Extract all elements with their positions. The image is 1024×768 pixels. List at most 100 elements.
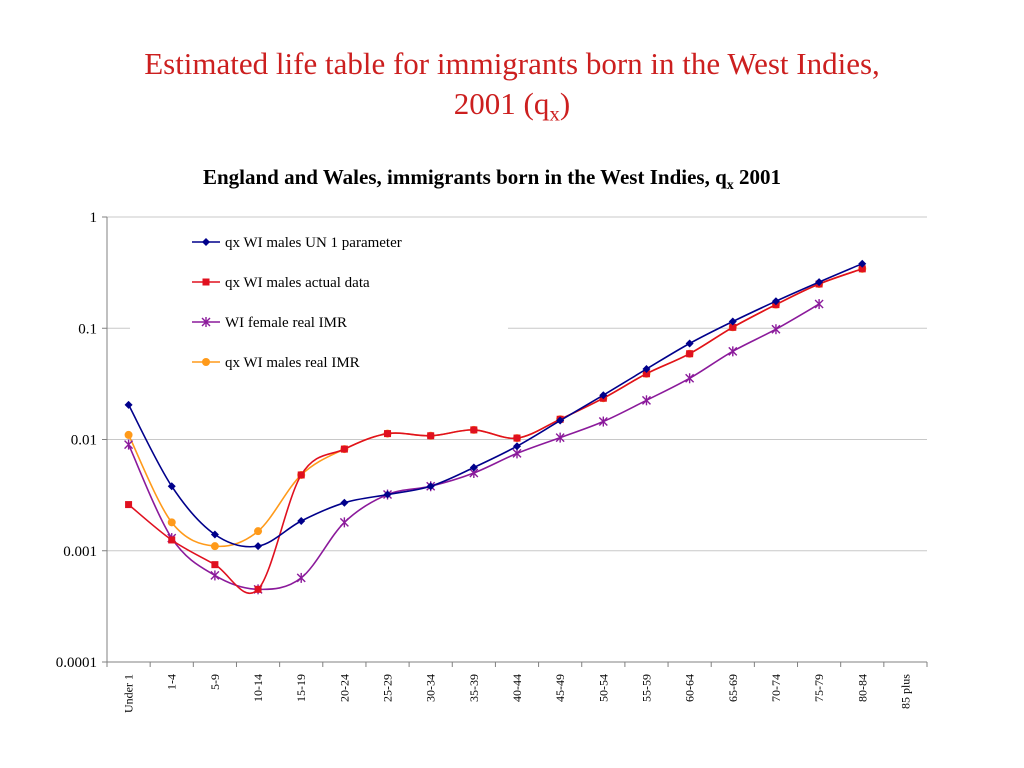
data-point	[470, 426, 478, 434]
data-point	[642, 365, 651, 374]
data-point	[685, 339, 694, 348]
data-point	[728, 346, 738, 357]
data-point	[513, 442, 521, 451]
slide-title-subscript: x	[549, 101, 560, 126]
x-tick-label: 1-4	[165, 674, 179, 690]
legend-label: qx WI males UN 1 parameter	[225, 235, 402, 251]
x-tick-label: 20-24	[337, 674, 351, 702]
data-point	[555, 432, 565, 443]
legend-item: qx WI males real IMR	[192, 355, 360, 371]
chart-title-end: 2001	[734, 165, 781, 189]
data-point	[167, 518, 176, 527]
data-point	[124, 400, 133, 409]
data-point	[858, 265, 866, 273]
data-point	[771, 297, 780, 306]
data-point	[168, 536, 176, 544]
x-tick-label: 45-49	[553, 674, 567, 702]
data-point	[340, 498, 349, 507]
x-tick-label: 25-29	[381, 674, 395, 702]
x-tick-label: 10-14	[251, 674, 265, 702]
data-point	[297, 471, 305, 479]
data-point	[814, 299, 824, 310]
chart-title: England and Wales, immigrants born in th…	[203, 165, 781, 193]
slide-title-line1: Estimated life table for immigrants born…	[144, 46, 880, 81]
y-tick-label: 0.0001	[56, 655, 97, 671]
slide-title-line2: 2001 (qx)	[62, 84, 962, 128]
x-tick-label: 50-54	[596, 674, 610, 702]
x-tick-label: 55-59	[639, 674, 653, 702]
data-point	[124, 430, 133, 439]
data-point	[210, 570, 220, 581]
data-point	[815, 278, 824, 287]
legend-item: qx WI males actual data	[192, 275, 370, 291]
legend-item: WI female real IMR	[192, 315, 347, 331]
x-tick-label: 65-69	[726, 674, 740, 702]
legend-box	[130, 222, 508, 380]
data-point	[210, 542, 219, 551]
data-point	[383, 490, 392, 499]
legend-label: WI female real IMR	[225, 315, 347, 331]
x-tick-label: 70-74	[769, 674, 783, 702]
data-point	[556, 416, 565, 425]
data-point	[641, 395, 651, 406]
data-point	[858, 259, 867, 268]
data-point	[210, 530, 219, 539]
legend-marker	[202, 238, 210, 246]
legend-label: qx WI males real IMR	[225, 355, 360, 371]
x-tick-label: 30-34	[424, 674, 438, 702]
data-point	[642, 370, 650, 378]
data-point	[427, 432, 435, 440]
x-tick-label: Under 1	[122, 674, 136, 713]
data-point	[297, 517, 306, 526]
series-group	[124, 259, 867, 595]
legend-marker	[201, 317, 211, 327]
data-point	[599, 391, 608, 400]
data-point	[469, 463, 478, 472]
series-line	[127, 303, 820, 591]
data-point	[728, 317, 737, 326]
data-point	[254, 527, 263, 536]
chart-title-subscript: x	[727, 178, 734, 193]
data-point	[771, 324, 781, 335]
y-tick-label: 1	[90, 210, 98, 226]
data-point	[296, 572, 306, 583]
data-point	[254, 542, 263, 551]
legend-marker	[202, 358, 210, 366]
data-point	[125, 501, 133, 509]
x-tick-label: 75-79	[812, 674, 826, 702]
data-point	[254, 585, 262, 593]
data-point	[124, 439, 134, 450]
x-tick-label: 60-64	[683, 674, 697, 702]
data-point	[729, 323, 737, 331]
data-point	[686, 350, 694, 358]
chart-title-text: England and Wales, immigrants born in th…	[203, 165, 727, 189]
data-point	[426, 482, 435, 491]
series-0	[124, 259, 867, 551]
x-tick-label: 15-19	[294, 674, 308, 702]
slide-title: Estimated life table for immigrants born…	[62, 44, 962, 128]
data-point	[685, 373, 695, 384]
slide-title-end: )	[559, 86, 571, 122]
data-point	[384, 430, 392, 438]
data-point	[513, 434, 521, 442]
data-point	[211, 561, 219, 569]
data-point	[339, 517, 349, 528]
legend-item: qx WI males UN 1 parameter	[192, 235, 402, 251]
legend-marker	[202, 278, 210, 286]
legend: qx WI males UN 1 parameter qx WI males ac…	[130, 222, 508, 380]
slide-title-text: 2001 (q	[453, 86, 550, 122]
data-point	[598, 416, 608, 427]
x-tick-label: 80-84	[855, 674, 869, 702]
x-tick-label: 35-39	[467, 674, 481, 702]
x-tick-label: 5-9	[208, 674, 222, 690]
x-tick-label: 85 plus	[898, 674, 912, 709]
data-point	[340, 445, 348, 453]
y-tick-label: 0.1	[78, 321, 97, 337]
y-tick-label: 0.001	[63, 544, 97, 560]
axes: 1 0.1 0.01 0.001 0.0001 Under 1 1-4 5-9 10-14 15-…	[56, 210, 928, 713]
legend-label: qx WI males actual data	[225, 275, 370, 291]
y-tick-label: 0.01	[71, 433, 97, 449]
x-tick-label: 40-44	[510, 674, 524, 702]
data-point	[167, 482, 176, 491]
